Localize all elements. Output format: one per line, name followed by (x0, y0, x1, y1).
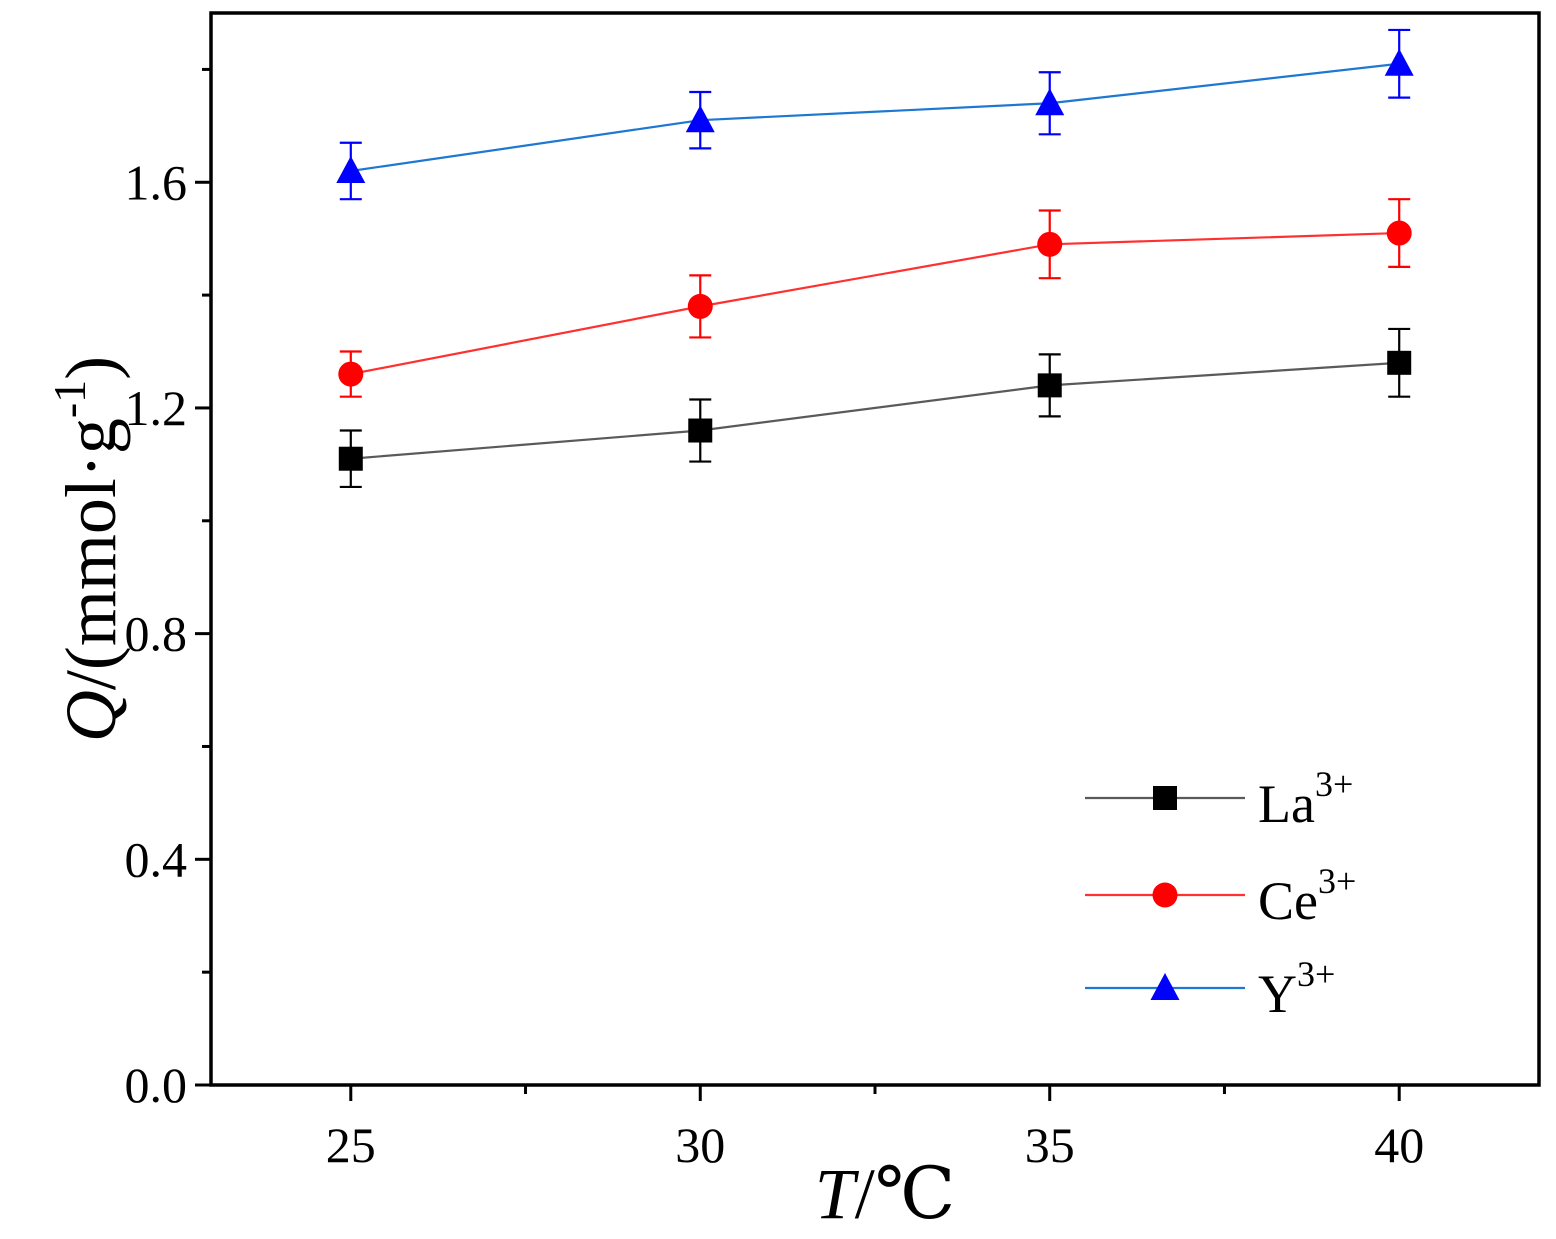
legend-label: Ce3+ (1258, 861, 1356, 931)
data-point (687, 293, 713, 319)
series-line (350, 62, 1400, 173)
x-tick-label: 25 (326, 1117, 376, 1173)
legend-label-charge: 3+ (1297, 954, 1335, 994)
legend-label: La3+ (1258, 764, 1353, 834)
series-y (336, 28, 1414, 201)
data-point (1384, 48, 1414, 76)
legend-label-ion: Y (1258, 964, 1297, 1024)
y-axis-title-sup: -1 (44, 380, 95, 418)
series-ce (338, 198, 1412, 398)
x-axis-title-rest: /℃ (855, 1154, 956, 1234)
legend-marker (1152, 882, 1178, 908)
y-tick-label: 0.0 (125, 1057, 188, 1113)
data-point (336, 155, 366, 183)
data-point (338, 446, 363, 471)
y-tick-label: 1.6 (125, 154, 188, 210)
legend-marker (1153, 786, 1177, 810)
series-line (350, 231, 1400, 376)
legend-label-ion: La (1258, 774, 1315, 834)
y-tick-label: 0.8 (125, 606, 188, 662)
ticks-layer: 25 30 35 40 0.0 0.4 0.8 1.2 1.6 (125, 67, 1424, 1173)
x-axis-title-var: T (815, 1154, 860, 1234)
y-tick-label: 0.4 (125, 831, 188, 887)
data-point (1386, 220, 1412, 246)
legend-label-charge: 3+ (1315, 764, 1353, 804)
legend-item-y: Y3+ (1085, 954, 1335, 1024)
x-tick-label: 30 (675, 1117, 725, 1173)
series-la (338, 327, 1412, 489)
data-point (685, 105, 715, 133)
x-tick-label: 40 (1374, 1117, 1424, 1173)
data-point (1037, 373, 1062, 398)
data-point (1035, 88, 1065, 116)
data-point (688, 418, 713, 443)
y-axis-title: Q/(mmol·g-1) (44, 356, 131, 742)
y-axis-title-var: Q (51, 690, 131, 742)
data-point (338, 361, 364, 387)
y-axis-title-rest: /(mmol·g (51, 418, 131, 690)
series-line (350, 361, 1400, 460)
x-tick-label: 35 (1025, 1117, 1075, 1173)
series-layer (336, 28, 1414, 489)
y-axis-title-close: ) (51, 356, 131, 380)
data-point (1037, 231, 1063, 257)
legend-label: Y3+ (1258, 954, 1335, 1024)
legend-marker (1150, 973, 1180, 1000)
data-point (1387, 350, 1412, 375)
legend-item-ce: Ce3+ (1085, 861, 1356, 931)
legend: La3+Ce3+Y3+ (1085, 764, 1356, 1024)
legend-label-ion: Ce (1258, 871, 1318, 931)
legend-label-charge: 3+ (1318, 861, 1356, 901)
x-axis-title: T/℃ (815, 1154, 956, 1234)
legend-item-la: La3+ (1085, 764, 1353, 834)
y-tick-label: 1.2 (125, 380, 188, 436)
